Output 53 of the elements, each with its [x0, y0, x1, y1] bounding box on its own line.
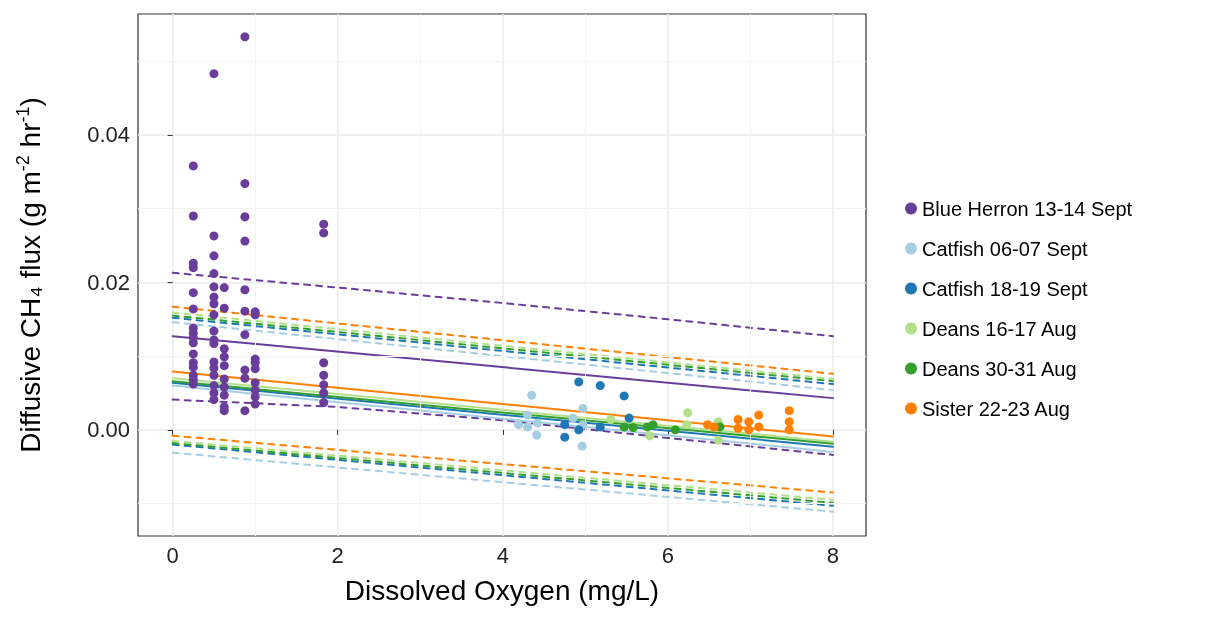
- y-tick-label: 0.04: [87, 122, 130, 148]
- y-axis-title: Diffusive CH₄ flux (g m-2 hr-1): [13, 97, 46, 453]
- legend-label: Deans 16-17 Aug: [922, 317, 1077, 340]
- point: [532, 430, 542, 440]
- point: [560, 432, 570, 442]
- point: [523, 410, 533, 420]
- point: [619, 422, 629, 432]
- point: [523, 422, 533, 432]
- point: [577, 441, 587, 451]
- point: [578, 403, 588, 413]
- point: [744, 425, 754, 435]
- point: [784, 425, 794, 435]
- point: [568, 413, 578, 423]
- x-tick-label: 8: [826, 542, 840, 568]
- point: [595, 381, 605, 391]
- point: [784, 406, 794, 416]
- x-tick-label: 0: [166, 542, 179, 568]
- point: [628, 423, 638, 433]
- point: [624, 413, 634, 423]
- point: [709, 422, 719, 432]
- point: [595, 422, 605, 432]
- point: [754, 422, 764, 432]
- point: [744, 417, 754, 427]
- point: [645, 431, 655, 441]
- point: [527, 390, 537, 400]
- line-series: [171, 271, 834, 338]
- y-tick-label: 0.02: [87, 269, 130, 295]
- x-axis-title: Dissolved Oxygen (mg/L): [344, 574, 660, 606]
- legend-label: Deans 30-31 Aug: [922, 357, 1077, 380]
- x-tick-label: 2: [331, 542, 344, 568]
- point: [648, 420, 658, 430]
- point: [670, 425, 680, 435]
- point: [713, 435, 723, 445]
- point: [533, 418, 542, 428]
- point: [574, 377, 584, 387]
- point: [560, 420, 570, 430]
- point: [733, 423, 743, 433]
- legend-label: Sister 22-23 Aug: [922, 397, 1070, 420]
- point: [733, 415, 743, 425]
- y-tick-label: 0.00: [87, 417, 130, 443]
- point: [754, 410, 764, 420]
- point: [514, 420, 524, 430]
- point: [683, 408, 693, 418]
- point: [682, 420, 692, 430]
- legend-label: Catfish 06-07 Sept: [922, 237, 1089, 260]
- point: [606, 415, 616, 425]
- legend-label: Blue Herron 13-14 Sept: [922, 197, 1133, 220]
- x-tick-label: 6: [661, 542, 675, 568]
- point: [619, 391, 629, 401]
- point: [574, 425, 584, 435]
- point: [784, 417, 794, 427]
- x-tick-label: 4: [496, 542, 509, 568]
- legend-label: Catfish 18-19 Sept: [922, 277, 1089, 300]
